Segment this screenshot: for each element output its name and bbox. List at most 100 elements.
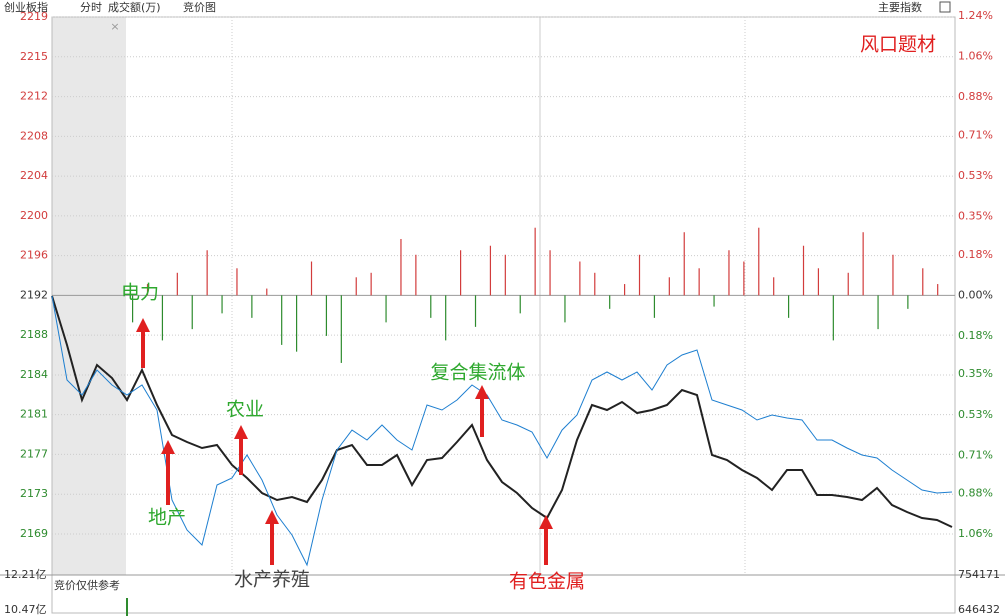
annotation: 地产 [148, 507, 186, 529]
breadth-bar [728, 250, 730, 296]
breadth-bar [624, 284, 626, 296]
breadth-bar [892, 254, 894, 296]
breadth-bar [325, 295, 328, 336]
y-tick-label: 2173 [20, 487, 48, 500]
close-icon[interactable]: × [110, 20, 119, 33]
volume-label: 10.47亿 [4, 603, 47, 616]
auction-area [52, 17, 126, 575]
breadth-bar [564, 295, 566, 323]
breadth-bar [430, 295, 432, 318]
y2-tick-label: 0.88% [958, 487, 993, 500]
note: 竞价仅供参考 [54, 578, 120, 592]
y2-tick-label: 0.35% [958, 209, 993, 222]
price-line [51, 295, 953, 528]
breadth-bar [653, 295, 656, 318]
y2-tick-label: 1.24% [958, 9, 993, 22]
breadth-bar [773, 277, 775, 296]
header-right[interactable]: 主要指数 [878, 0, 922, 14]
y2-tick-label: 0.71% [958, 128, 993, 141]
breadth-bar [132, 295, 134, 323]
arrow-head [475, 385, 489, 399]
settings-icon[interactable] [939, 1, 951, 13]
breadth-bar [922, 268, 924, 296]
y-tick-label: 2184 [20, 368, 48, 381]
y-tick-label: 2192 [20, 288, 48, 301]
volume-label: 12.21亿 [4, 568, 47, 581]
y2-tick-label: 1.06% [958, 527, 993, 540]
breadth-bar [206, 250, 208, 296]
y-tick-label: 2196 [20, 249, 48, 262]
breadth-bar [266, 288, 268, 296]
breadth-bar [385, 295, 387, 323]
y2-tick-label: 0.18% [958, 329, 993, 342]
y2-tick-label: 0.18% [958, 248, 993, 261]
breadth-bar [251, 295, 253, 318]
breadth-bar [221, 295, 223, 314]
breadth-bar [743, 261, 745, 296]
annotation: 农业 [226, 399, 264, 421]
header-title: 创业板指 [4, 0, 48, 14]
breadth-bar [847, 272, 849, 296]
tab[interactable]: 成交额(万) [108, 0, 161, 14]
breadth-bar [549, 250, 551, 296]
arrow-head [265, 510, 279, 524]
y-tick-label: 2212 [20, 90, 48, 103]
breadth-bar [281, 295, 283, 345]
breadth-bar [519, 295, 521, 314]
y-tick-label: 2169 [20, 527, 48, 540]
breadth-bar [594, 272, 596, 296]
breadth-bar [504, 254, 506, 296]
y-tick-label: 2181 [20, 408, 48, 421]
breadth-bar [236, 268, 238, 296]
breadth-bar [683, 232, 685, 296]
y2-tick-label: 0.53% [958, 408, 993, 421]
arrow-head [539, 515, 553, 529]
plot-frame [51, 16, 956, 614]
breadth-bar [400, 238, 402, 296]
breadth-bar [415, 254, 417, 296]
breadth-bar [445, 295, 447, 341]
y2-tick-label: 1.06% [958, 49, 993, 62]
breadth-bar [370, 272, 372, 296]
y-tick-label: 2177 [20, 447, 48, 460]
arrow-head [136, 318, 150, 332]
breadth-bar [340, 295, 342, 363]
breadth-bar [191, 295, 193, 330]
breadth-bar [609, 295, 611, 309]
annotation: 水产养殖 [234, 569, 310, 591]
y-tick-label: 2204 [20, 169, 48, 182]
breadth-bar [788, 295, 790, 318]
price-line [51, 295, 953, 567]
y2-tick-label: 0.88% [958, 90, 993, 103]
y-tick-label: 2208 [20, 129, 48, 142]
arrow-head [161, 440, 175, 454]
volume-label: 754171 [958, 568, 1000, 581]
annotation: 复合集流体 [430, 362, 525, 384]
tab[interactable]: 分时 [80, 1, 102, 14]
volume-label: 646432 [958, 603, 1000, 616]
y-tick-label: 2215 [20, 50, 48, 63]
breadth-bar [862, 232, 864, 296]
breadth-bar [713, 295, 715, 307]
breadth-bar [907, 295, 909, 309]
y2-tick-label: 0.00% [958, 288, 993, 301]
breadth-bar [638, 254, 641, 296]
breadth-bar [161, 295, 164, 341]
annotation-title: 风口题材 [860, 34, 936, 56]
breadth-bar [310, 261, 313, 296]
breadth-bar [758, 227, 760, 296]
tab[interactable]: 竞价图 [183, 0, 216, 14]
y2-tick-label: 0.53% [958, 169, 993, 182]
y-tick-label: 2219 [20, 10, 48, 23]
annotation: 电力 [121, 282, 159, 304]
breadth-bar [146, 284, 149, 296]
volume-bar [126, 598, 128, 616]
breadth-bar [877, 295, 879, 330]
breadth-bar [534, 227, 536, 296]
arrow-head [234, 425, 248, 439]
breadth-bar [802, 245, 805, 296]
breadth-bar [460, 250, 462, 296]
breadth-bar [832, 295, 834, 341]
breadth-bar [355, 277, 357, 296]
